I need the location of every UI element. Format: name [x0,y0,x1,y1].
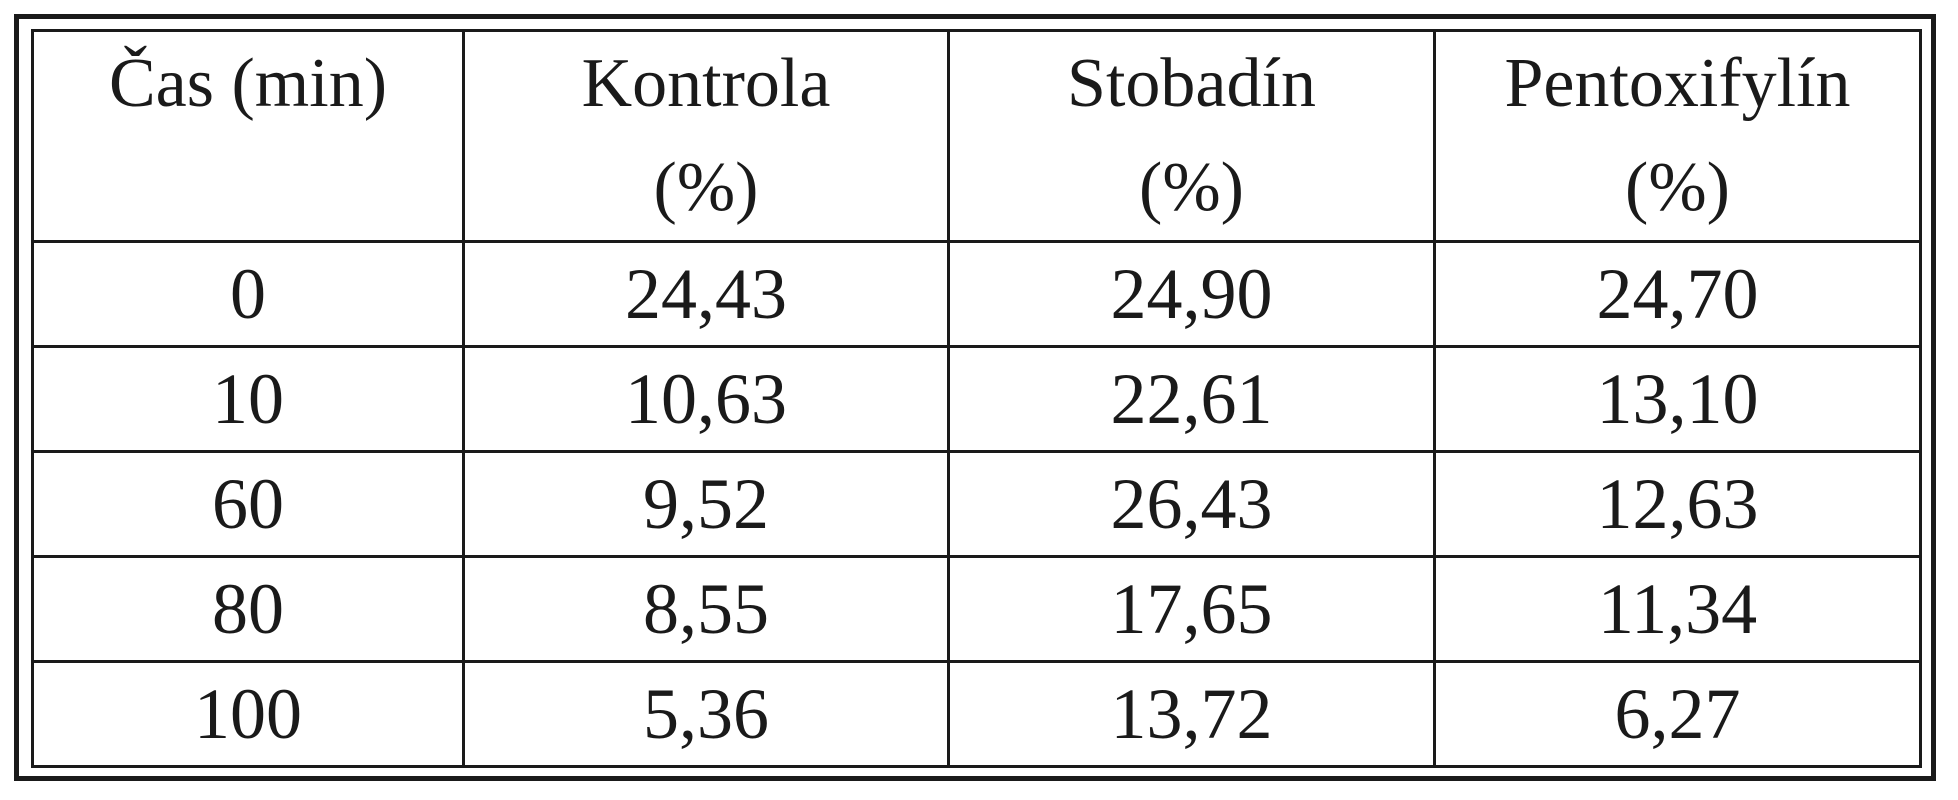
cell-kontrola: 10,63 [462,345,950,453]
header-time: Čas (min) [31,29,465,243]
cell-pentoxifylin: 24,70 [1433,240,1922,348]
header-pentoxifylin-unit: (%) [1625,149,1730,226]
table-row: 100 5,36 13,72 6,27 [31,660,1922,768]
cell-time: 0 [31,240,465,348]
header-stobadin-unit: (%) [1139,149,1244,226]
cell-kontrola: 9,52 [462,450,950,558]
cell-time: 100 [31,660,465,768]
cell-pentoxifylin: 13,10 [1433,345,1922,453]
table-frame: Čas (min) Kontrola (%) Stobadín (%) Pent… [14,14,1936,781]
data-table: Čas (min) Kontrola (%) Stobadín (%) Pent… [31,29,1922,768]
cell-time: 60 [31,450,465,558]
header-kontrola: Kontrola (%) [462,29,950,243]
cell-time: 10 [31,345,465,453]
header-kontrola-label: Kontrola [581,45,831,122]
cell-kontrola: 24,43 [462,240,950,348]
header-pentoxifylin: Pentoxifylín (%) [1433,29,1922,243]
cell-stobadin: 26,43 [947,450,1436,558]
table-row: 80 8,55 17,65 11,34 [31,555,1922,663]
cell-kontrola: 8,55 [462,555,950,663]
header-stobadin-label: Stobadín [1067,45,1316,122]
cell-kontrola: 5,36 [462,660,950,768]
table-row: 10 10,63 22,61 13,10 [31,345,1922,453]
cell-pentoxifylin: 12,63 [1433,450,1922,558]
cell-pentoxifylin: 6,27 [1433,660,1922,768]
cell-stobadin: 24,90 [947,240,1436,348]
table-row: 60 9,52 26,43 12,63 [31,450,1922,558]
cell-time: 80 [31,555,465,663]
cell-pentoxifylin: 11,34 [1433,555,1922,663]
header-row: Čas (min) Kontrola (%) Stobadín (%) Pent… [31,29,1922,243]
table-row: 0 24,43 24,90 24,70 [31,240,1922,348]
header-pentoxifylin-label: Pentoxifylín [1504,45,1851,122]
header-time-label: Čas (min) [108,45,388,122]
header-kontrola-unit: (%) [653,149,759,226]
cell-stobadin: 13,72 [947,660,1436,768]
header-stobadin: Stobadín (%) [947,29,1436,243]
cell-stobadin: 17,65 [947,555,1436,663]
cell-stobadin: 22,61 [947,345,1436,453]
